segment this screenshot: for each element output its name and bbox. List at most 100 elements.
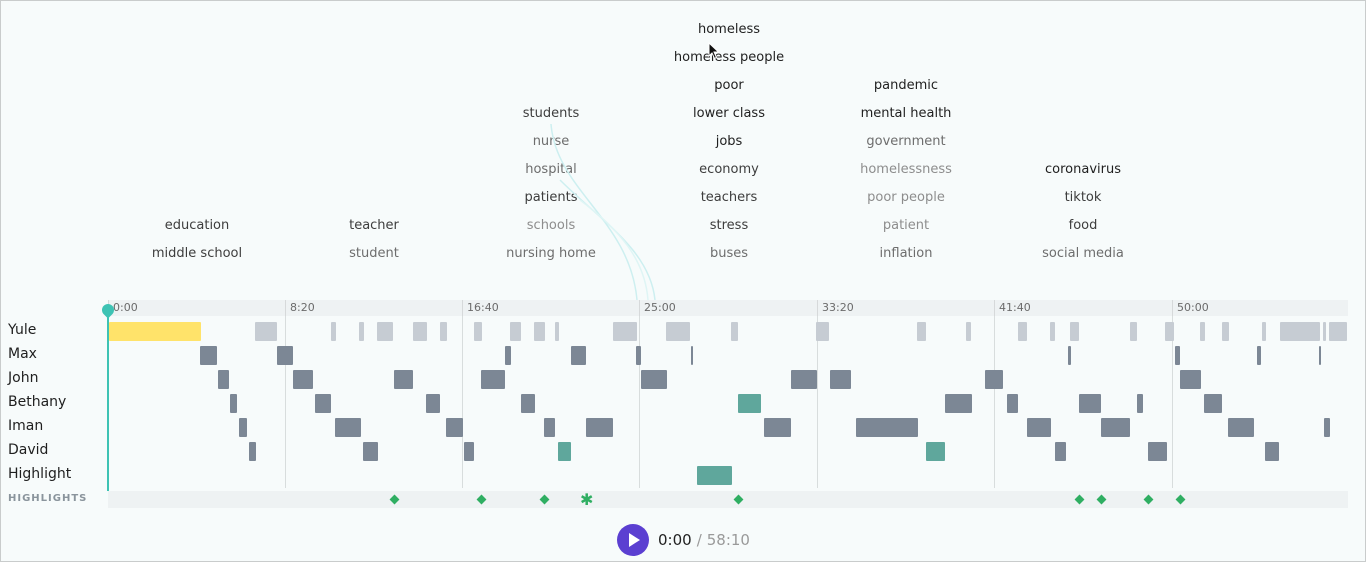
speech-segment[interactable]: [1265, 442, 1279, 461]
speech-segment[interactable]: [985, 370, 1003, 389]
speech-segment[interactable]: [521, 394, 535, 413]
speech-segment[interactable]: [731, 322, 738, 341]
speech-segment[interactable]: [571, 346, 586, 365]
speech-segment[interactable]: [1323, 322, 1326, 341]
topic-word[interactable]: poor: [714, 78, 744, 93]
topic-word[interactable]: teachers: [700, 190, 758, 205]
speech-segment[interactable]: [830, 370, 851, 389]
topic-word[interactable]: nursing home: [506, 246, 596, 261]
speech-segment[interactable]: [249, 442, 256, 461]
speech-segment[interactable]: [481, 370, 505, 389]
speech-segment[interactable]: [426, 394, 440, 413]
speech-segment[interactable]: [1079, 394, 1101, 413]
speech-segment[interactable]: [1165, 322, 1174, 341]
topic-word[interactable]: homelessness: [860, 162, 952, 177]
speech-segment[interactable]: [1324, 418, 1330, 437]
speech-segment[interactable]: [544, 418, 555, 437]
speech-segment[interactable]: [966, 322, 971, 341]
speech-segment[interactable]: [464, 442, 474, 461]
topic-word[interactable]: jobs: [715, 134, 743, 149]
topic-word[interactable]: coronavirus: [1045, 162, 1121, 177]
topic-word[interactable]: food: [1068, 218, 1098, 233]
speech-segment[interactable]: [1050, 322, 1055, 341]
speech-segment[interactable]: [1257, 346, 1261, 365]
speech-segment[interactable]: [1018, 322, 1027, 341]
highlight-segment[interactable]: [558, 442, 571, 461]
speech-segment[interactable]: [1070, 322, 1079, 341]
speech-segment[interactable]: [641, 370, 667, 389]
time-ruler[interactable]: [108, 300, 1348, 316]
speech-segment[interactable]: [1007, 394, 1018, 413]
speech-segment[interactable]: [446, 418, 463, 437]
highlight-segment[interactable]: [738, 394, 761, 413]
topic-word[interactable]: nurse: [532, 134, 570, 149]
topic-word[interactable]: students: [522, 106, 580, 121]
speech-segment[interactable]: [1228, 418, 1254, 437]
playhead-line[interactable]: [107, 309, 109, 491]
speech-segment[interactable]: [109, 322, 201, 341]
speech-segment[interactable]: [917, 322, 926, 341]
topic-word[interactable]: buses: [709, 246, 749, 261]
speech-segment[interactable]: [1222, 322, 1229, 341]
topic-word[interactable]: middle school: [151, 246, 243, 261]
speech-segment[interactable]: [1262, 322, 1266, 341]
topic-word[interactable]: tiktok: [1064, 190, 1102, 205]
speech-segment[interactable]: [1204, 394, 1222, 413]
topic-word[interactable]: lower class: [693, 106, 765, 121]
speech-segment[interactable]: [335, 418, 361, 437]
speech-segment[interactable]: [377, 322, 393, 341]
topic-word[interactable]: patient: [882, 218, 930, 233]
speech-segment[interactable]: [440, 322, 447, 341]
speech-segment[interactable]: [277, 346, 293, 365]
speech-segment[interactable]: [255, 322, 277, 341]
speech-segment[interactable]: [315, 394, 331, 413]
topic-word[interactable]: patients: [524, 190, 578, 205]
topic-word[interactable]: poor people: [867, 190, 945, 205]
speech-segment[interactable]: [510, 322, 521, 341]
speech-segment[interactable]: [359, 322, 364, 341]
play-button[interactable]: [617, 524, 649, 556]
speech-segment[interactable]: [218, 370, 229, 389]
speech-segment[interactable]: [331, 322, 336, 341]
speech-segment[interactable]: [691, 346, 693, 365]
speech-segment[interactable]: [394, 370, 413, 389]
speech-segment[interactable]: [666, 322, 690, 341]
topic-word[interactable]: homeless: [697, 22, 761, 37]
highlight-segment[interactable]: [926, 442, 945, 461]
speech-segment[interactable]: [413, 322, 427, 341]
topic-word[interactable]: pandemic: [873, 78, 939, 93]
topic-word[interactable]: homeless people: [673, 50, 785, 65]
speech-segment[interactable]: [816, 322, 829, 341]
topic-word[interactable]: inflation: [879, 246, 933, 261]
speech-segment[interactable]: [474, 322, 482, 341]
topic-word[interactable]: schools: [526, 218, 576, 233]
topic-word[interactable]: teacher: [349, 218, 399, 233]
speech-segment[interactable]: [1200, 322, 1205, 341]
speech-segment[interactable]: [1027, 418, 1051, 437]
speech-segment[interactable]: [1280, 322, 1320, 341]
speech-segment[interactable]: [945, 394, 972, 413]
topic-word[interactable]: government: [866, 134, 946, 149]
topic-word[interactable]: stress: [709, 218, 749, 233]
speech-segment[interactable]: [239, 418, 247, 437]
speech-segment[interactable]: [363, 442, 378, 461]
highlights-strip[interactable]: [108, 491, 1348, 508]
speech-segment[interactable]: [636, 346, 641, 365]
speech-segment[interactable]: [1148, 442, 1167, 461]
speech-segment[interactable]: [1137, 394, 1143, 413]
speech-segment[interactable]: [1101, 418, 1130, 437]
speech-segment[interactable]: [1068, 346, 1071, 365]
topic-word[interactable]: mental health: [860, 106, 952, 121]
speech-segment[interactable]: [613, 322, 637, 341]
speech-segment[interactable]: [230, 394, 237, 413]
speech-segment[interactable]: [505, 346, 511, 365]
speech-segment[interactable]: [586, 418, 613, 437]
speech-segment[interactable]: [856, 418, 918, 437]
speech-segment[interactable]: [764, 418, 791, 437]
highlight-segment[interactable]: [697, 466, 732, 485]
highlight-star-marker[interactable]: ✱: [580, 490, 594, 509]
speech-segment[interactable]: [1329, 322, 1347, 341]
topic-word[interactable]: student: [349, 246, 399, 261]
speech-segment[interactable]: [534, 322, 545, 341]
topic-word[interactable]: social media: [1042, 246, 1124, 261]
